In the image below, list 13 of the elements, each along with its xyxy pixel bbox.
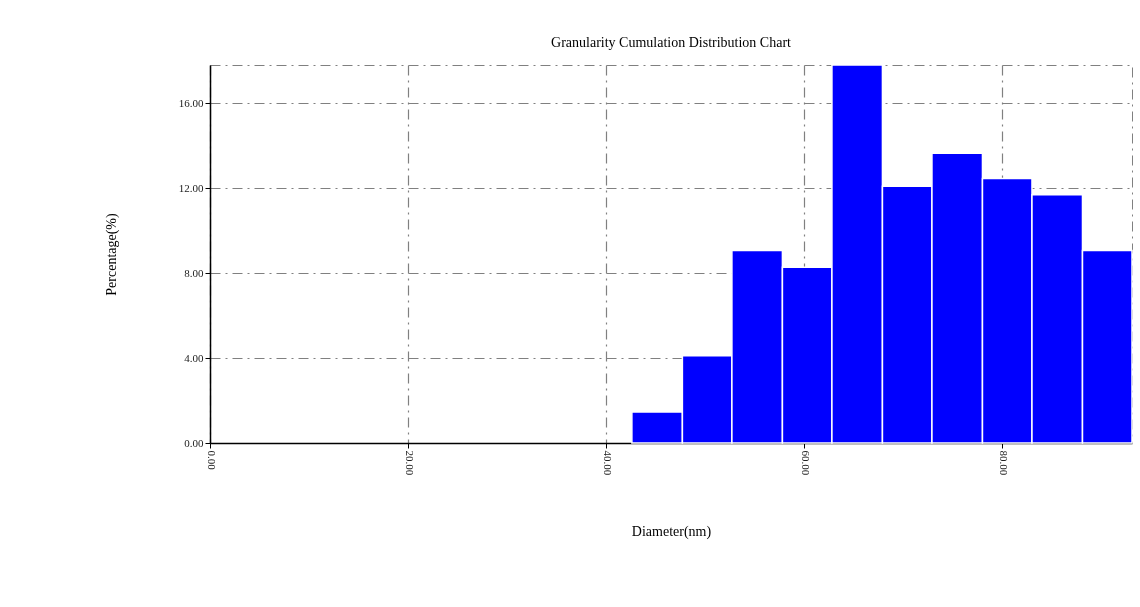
x-tick-label: 20.00	[403, 450, 416, 476]
chart-title: Granularity Cumulation Distribution Chart	[551, 35, 792, 51]
x-tick-label: 40.00	[601, 450, 614, 476]
y-tick-label: 4.00	[184, 351, 204, 364]
y-tick-label: 12.00	[178, 181, 204, 194]
y-tick-label: 16.00	[178, 96, 204, 109]
x-axis-title: Diameter(nm)	[631, 524, 712, 541]
y-tick-label: 0.00	[184, 436, 204, 449]
x-tick-label: 80.00	[997, 450, 1010, 476]
y-tick-label: 8.00	[184, 266, 204, 279]
x-tick-label: 0.00	[205, 450, 218, 471]
y-axis-title: Percentage(%)	[103, 212, 120, 296]
x-tick-label: 60.00	[799, 450, 812, 476]
